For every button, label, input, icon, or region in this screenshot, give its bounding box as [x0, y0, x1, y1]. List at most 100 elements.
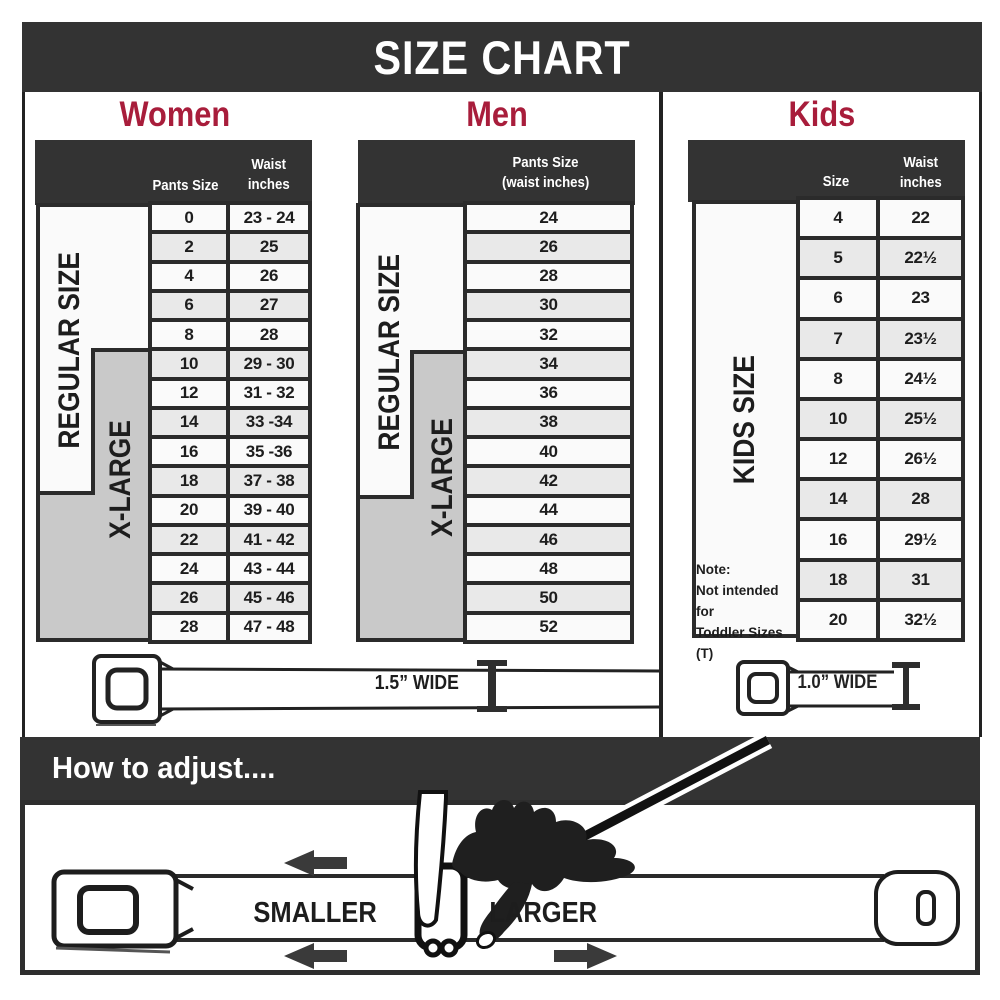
- table-cell: 50: [467, 585, 630, 611]
- belt-buckle-shadow: [55, 946, 171, 954]
- table-cell: 45 - 46: [230, 585, 308, 611]
- page-title: SIZE CHART: [373, 30, 631, 84]
- adjust-heading: How to adjust....: [52, 750, 472, 790]
- table-cell: 10: [800, 400, 876, 438]
- table-cell: 16: [800, 521, 876, 558]
- belt-strap-top-edge: [157, 667, 660, 673]
- adult-belt-illustration: [92, 654, 660, 726]
- women-regular-size-label: REGULAR SIZE: [52, 210, 88, 490]
- table-cell: 30: [467, 292, 630, 319]
- table-cell: 44: [467, 497, 630, 523]
- table-cell: 12: [152, 380, 226, 406]
- kids-size-text: KIDS SIZE: [728, 355, 761, 485]
- table-cell: 40: [467, 439, 630, 465]
- table-cell: 48: [467, 556, 630, 582]
- adjust-belt-illustration: [51, 732, 960, 969]
- women-waist-col-line2: inches: [248, 176, 290, 193]
- belt-buckle-ring: [747, 672, 779, 704]
- women-heading-label: Women: [119, 95, 231, 134]
- kids-waist-col-line1: Waist: [903, 154, 939, 171]
- table-cell: 28: [230, 322, 308, 348]
- width-marker-bar: [903, 664, 909, 708]
- table-cell: 27: [230, 292, 308, 319]
- table-cell: 6: [800, 280, 876, 317]
- table-cell: 34: [467, 351, 630, 377]
- men-regular-size-text: REGULAR SIZE: [373, 253, 406, 451]
- belt-tip-slot: [916, 890, 936, 926]
- table-cell: 41 - 42: [230, 526, 308, 553]
- table-cell: 12: [800, 441, 876, 478]
- table-cell: 26½: [880, 441, 961, 478]
- adjuster-loop: [439, 938, 459, 958]
- table-cell: 14: [800, 481, 876, 518]
- width-marker-bar: [488, 662, 496, 710]
- women-size-band-shapes: [36, 203, 152, 642]
- kids-note-line1: Note:: [696, 562, 731, 577]
- table-cell: 33 -34: [230, 409, 308, 436]
- table-cell: 14: [152, 409, 226, 436]
- men-size-band-shapes: [356, 203, 467, 642]
- thumb-tip: [475, 930, 497, 950]
- thumb: [479, 882, 532, 943]
- table-cell: 25½: [880, 400, 961, 438]
- women-xlarge-label: X-LARGE: [104, 360, 138, 600]
- kids-belt-width-text: 1.0” WIDE: [797, 672, 878, 693]
- table-cell: 31: [880, 561, 961, 598]
- table-cell: 26: [467, 234, 630, 260]
- table-cell: 24½: [880, 360, 961, 397]
- belt-buckle-latch: [175, 878, 194, 940]
- men-size-table: 24 26 28 30 32 34 36 38 40 42 44 46 48 5…: [463, 201, 634, 644]
- right-border: [979, 92, 982, 737]
- table-cell: 35 -36: [230, 439, 308, 465]
- kids-note: Note: Not intended for Toddler Sizes (T): [696, 560, 798, 661]
- title-bar: SIZE CHART: [22, 22, 982, 92]
- table-cell: 24: [467, 205, 630, 231]
- table-cell: 22½: [880, 240, 961, 277]
- table-cell: 0: [152, 205, 226, 231]
- kids-heading: Kids: [732, 95, 912, 134]
- table-cell: 29½: [880, 521, 961, 558]
- table-cell: 18: [152, 468, 226, 494]
- index-finger: [413, 790, 448, 928]
- kids-size-table: 4 22 5 22½ 6 23 7 23½ 8 24½ 10 25½ 12 26½ 14 28 …: [796, 196, 965, 642]
- left-border: [22, 92, 25, 737]
- table-cell: 10: [152, 351, 226, 377]
- men-heading-label: Men: [466, 95, 528, 134]
- belt-buckle-ring: [77, 885, 139, 935]
- table-cell: 28: [152, 614, 226, 640]
- table-cell: 23½: [880, 320, 961, 357]
- men-xlarge-text: X-LARGE: [426, 418, 459, 538]
- table-cell: 36: [467, 380, 630, 406]
- kids-size-label: KIDS SIZE: [727, 290, 763, 550]
- kids-table-header: [688, 140, 965, 202]
- men-xlarge-label: X-LARGE: [426, 358, 460, 598]
- table-cell: 38: [467, 409, 630, 436]
- women-heading: Women: [85, 95, 265, 134]
- table-cell: 43 - 44: [230, 556, 308, 582]
- table-cell: 26: [230, 263, 308, 289]
- arrow-left-icon: [284, 850, 347, 876]
- kids-divider: [659, 92, 663, 737]
- table-cell: 24: [152, 556, 226, 582]
- kids-belt-illustration: [736, 660, 920, 716]
- women-waist-col-line1: Waist: [251, 156, 287, 173]
- adult-belt-width-label: 1.5” WIDE: [352, 670, 482, 696]
- table-cell: 22: [152, 526, 226, 553]
- hand-icon: [452, 799, 635, 892]
- belt-strap: [786, 672, 894, 706]
- men-regular-size-label: REGULAR SIZE: [372, 212, 408, 492]
- table-cell: 22: [880, 200, 961, 237]
- women-pants-col-header: Pants Size: [146, 174, 226, 198]
- table-cell: 7: [800, 320, 876, 357]
- belt-buckle-latch: [787, 665, 799, 713]
- table-cell: 29 - 30: [230, 351, 308, 377]
- belt-strap-bottom-edge: [157, 705, 660, 711]
- women-pants-col-label: Pants Size: [152, 177, 220, 194]
- table-cell: 5: [800, 240, 876, 277]
- men-pants-col-line2: (waist inches): [502, 174, 590, 191]
- kids-belt-width-label: 1.0” WIDE: [775, 671, 900, 695]
- kids-size-col-label: Size: [823, 173, 850, 190]
- kids-note-line2: Not intended for: [696, 582, 779, 619]
- adjuster-loop: [423, 938, 443, 958]
- women-waist-col-header: Waist inches: [226, 152, 312, 198]
